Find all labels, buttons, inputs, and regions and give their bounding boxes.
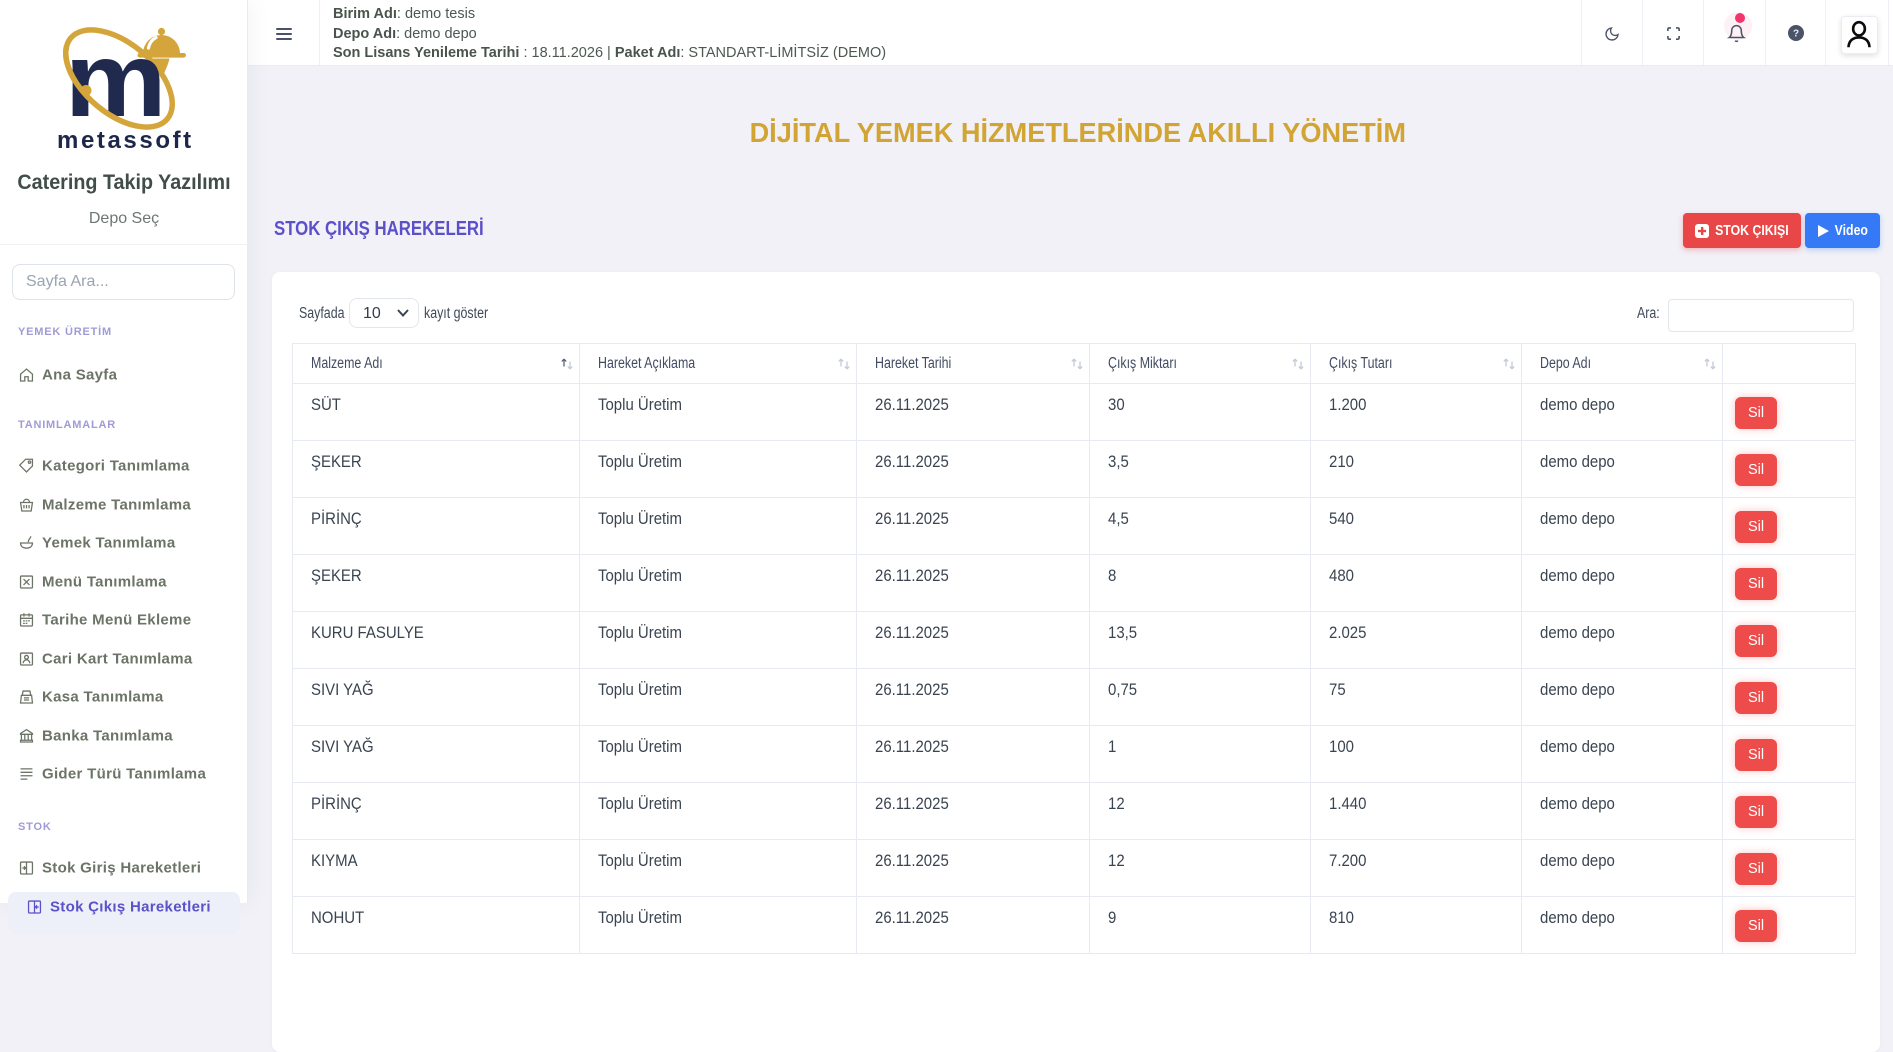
- svg-text:?: ?: [1793, 29, 1799, 40]
- svg-text:metassoft: metassoft: [57, 127, 194, 154]
